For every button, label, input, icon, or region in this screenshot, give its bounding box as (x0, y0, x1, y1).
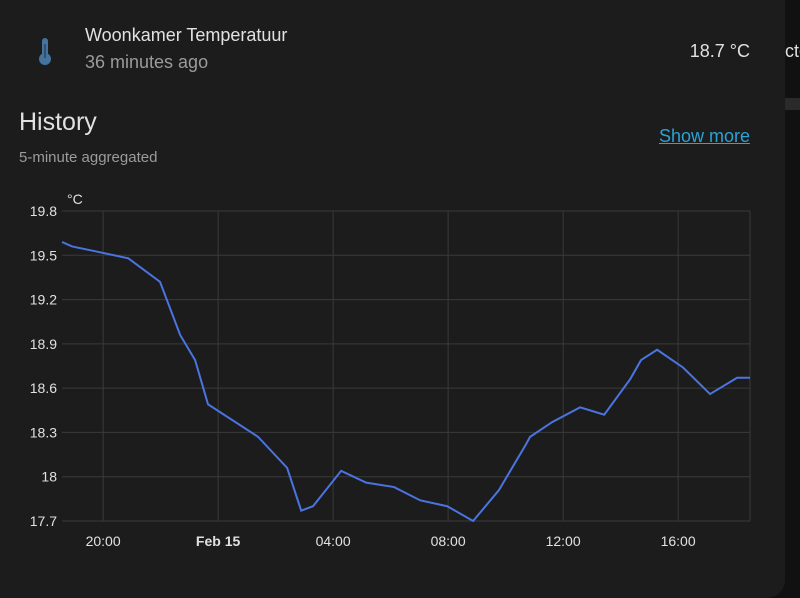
y-tick-label: 17.7 (30, 513, 57, 529)
temperature-line (61, 241, 750, 523)
y-tick-label: 18 (41, 469, 57, 485)
clipped-text: cte (785, 41, 800, 61)
x-tick-label: 20:00 (86, 533, 121, 549)
y-tick-label: 18.6 (30, 380, 57, 396)
x-tick-label: 04:00 (316, 533, 351, 549)
history-chart: °C 19.8 19.5 19.2 18.9 18.6 18.3 18 17.7 20:00 Feb… (30, 191, 751, 549)
y-tick-label: 18.9 (30, 336, 57, 352)
y-tick-label: 19.2 (30, 292, 57, 308)
state: 18.7 °C (689, 41, 750, 61)
y-tick-label: 19.5 (30, 247, 57, 263)
x-tick-label: Feb 15 (196, 533, 241, 549)
history-subtitle: 5-minute aggregated (19, 149, 158, 166)
x-tick-label: 16:00 (661, 533, 696, 549)
divider (785, 98, 800, 110)
history-title: History (19, 108, 97, 136)
y-tick-label: 18.3 (30, 424, 57, 440)
x-tick-label: 12:00 (546, 533, 581, 549)
x-tick-label: 08:00 (431, 533, 466, 549)
thermometer-icon (39, 38, 51, 65)
entity-name: Woonkamer Temperatuur (85, 25, 288, 45)
background-panel: cte (785, 0, 800, 598)
show-more-link[interactable]: Show more (658, 126, 750, 146)
last-changed: 36 minutes ago (85, 52, 209, 72)
y-unit: °C (67, 191, 83, 207)
y-tick-label: 19.8 (30, 203, 57, 219)
